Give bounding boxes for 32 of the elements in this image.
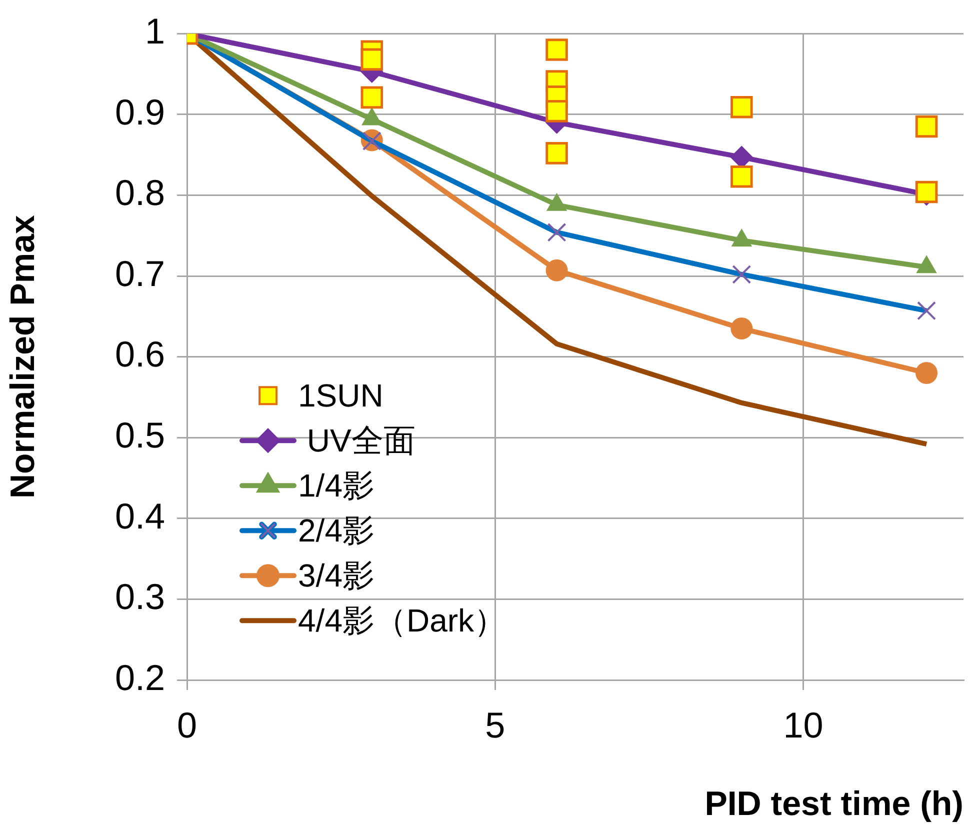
point (360, 86, 384, 109)
y-tick-label: 0.4 (114, 495, 165, 536)
y-tick-label: 0.5 (114, 414, 165, 456)
legend-label: 2/4影 (298, 512, 374, 548)
point (360, 48, 384, 71)
y-tick-label: 0.8 (114, 172, 165, 214)
point (730, 96, 753, 118)
legend-label: 3/4影 (298, 557, 374, 594)
point (546, 259, 568, 282)
point (546, 100, 568, 122)
legend-label: 1SUN (298, 377, 384, 414)
y-tick-label: 0.6 (114, 334, 165, 375)
y-axis-title: Normalized Pmax (4, 214, 42, 499)
x-axis-title: PID test time (h) (704, 784, 964, 823)
y-tick-label: 0.2 (114, 656, 165, 698)
legend-label: 1/4影 (298, 467, 374, 504)
x-tick-label: 5 (485, 704, 506, 746)
y-tick-label: 0.7 (114, 252, 165, 294)
point (915, 180, 938, 204)
point (916, 362, 938, 384)
point (546, 38, 568, 61)
y-tick-label: 0.9 (114, 91, 165, 132)
legend-label: 4/4影（Dark） (298, 602, 506, 638)
y-tick-label: 0.3 (114, 576, 165, 618)
point (915, 115, 938, 138)
point (730, 165, 753, 188)
point (730, 318, 753, 340)
y-tick-label: 1 (144, 10, 165, 52)
point (546, 142, 568, 164)
x-tick-label: 10 (783, 704, 824, 746)
x-tick-label: 0 (176, 704, 198, 746)
legend-label: UV全面 (298, 422, 416, 458)
